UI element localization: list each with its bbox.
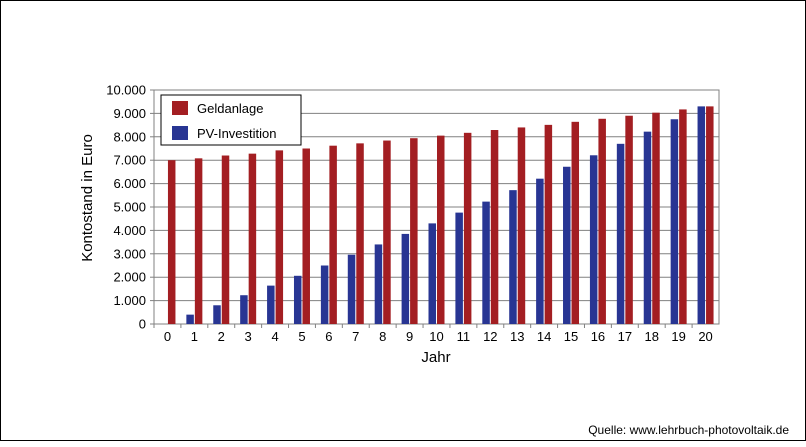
x-tick-label: 18 (645, 329, 659, 344)
bar-pv-investition (374, 244, 383, 324)
bar-geldanlage (248, 153, 257, 324)
bar-geldanlage (356, 143, 364, 324)
x-tick-label: 11 (457, 329, 471, 344)
x-tick-label: 4 (271, 329, 278, 344)
y-axis-ticks: 0 1.000 2.000 3.000 4.000 5.000 6.000 7.000 8.00… (106, 83, 154, 332)
bar-geldanlage (410, 138, 418, 324)
x-tick-label: 16 (591, 329, 605, 344)
x-tick-label: 8 (379, 329, 386, 344)
bar-pv-investition (320, 265, 329, 324)
x-tick-label: 2 (218, 329, 225, 344)
y-tick-label: 10.000 (106, 83, 146, 98)
bar-geldanlage (598, 118, 606, 324)
bar-geldanlage (706, 106, 714, 324)
bar-geldanlage (544, 124, 553, 324)
bar-geldanlage (490, 130, 499, 324)
bar-geldanlage (329, 145, 337, 324)
y-tick-label: 2.000 (113, 270, 146, 285)
legend-swatch-pv-investition (172, 126, 188, 140)
bar-pv-investition (401, 233, 410, 324)
x-tick-label: 5 (298, 329, 305, 344)
bar-geldanlage (625, 115, 633, 325)
x-tick-label: 20 (698, 329, 712, 344)
bar-pv-investition (509, 190, 517, 324)
x-tick-label: 14 (537, 329, 551, 344)
bar-pv-investition (293, 275, 302, 324)
bar-pv-investition (347, 254, 356, 324)
bar-pv-investition (643, 131, 652, 324)
x-tick-label: 6 (325, 329, 332, 344)
x-tick-label: 9 (406, 329, 413, 344)
bar-geldanlage (652, 112, 660, 324)
x-tick-label: 17 (618, 329, 632, 344)
legend-swatch-geldanlage (172, 101, 188, 115)
x-axis-title: Jahr (421, 349, 450, 366)
x-tick-label: 15 (564, 329, 578, 344)
y-tick-label: 7.000 (113, 153, 146, 168)
bar-pv-investition (186, 314, 194, 324)
bar-pv-investition (428, 223, 436, 324)
y-tick-label: 8.000 (113, 129, 146, 144)
bar-pv-investition (536, 178, 544, 324)
x-tick-label: 12 (483, 329, 497, 344)
x-tick-label: 0 (164, 329, 171, 344)
bar-pv-investition (482, 201, 490, 324)
bar-geldanlage (437, 135, 445, 324)
bar-geldanlage (194, 158, 203, 324)
bar-pv-investition (670, 119, 679, 324)
bar-pv-investition (697, 106, 706, 324)
source-credit: Quelle: www.lehrbuch-photovoltaik.de (588, 423, 789, 437)
y-tick-label: 5.000 (113, 200, 146, 215)
y-tick-label: 9.000 (113, 106, 146, 121)
bar-pv-investition (213, 305, 221, 324)
legend-label-pv-investition: PV-Investition (197, 126, 277, 141)
x-tick-label: 3 (245, 329, 252, 344)
bar-geldanlage (275, 150, 284, 324)
bar-geldanlage (571, 121, 580, 324)
x-tick-label: 1 (191, 329, 198, 344)
bar-geldanlage (517, 127, 526, 324)
bars (167, 106, 714, 325)
bar-pv-investition (240, 295, 248, 324)
x-tick-label: 19 (671, 329, 685, 344)
bar-geldanlage (679, 109, 687, 324)
x-axis-ticks: 0 1 2 3 4 5 6 7 8 9 10 11 12 13 14 15 16 17 18 19 20 (153, 324, 713, 344)
y-axis-title: Kontostand in Euro (79, 134, 96, 262)
bar-geldanlage (463, 132, 472, 324)
bar-pv-investition (616, 143, 625, 324)
legend: Geldanlage PV-Investition (160, 94, 302, 146)
bar-geldanlage (221, 155, 230, 324)
y-tick-label: 6.000 (113, 176, 146, 191)
bar-geldanlage (302, 148, 310, 324)
bar-pv-investition (267, 285, 275, 324)
legend-label-geldanlage: Geldanlage (197, 101, 264, 116)
y-tick-label: 0 (139, 317, 146, 332)
x-tick-label: 7 (352, 329, 359, 344)
y-tick-label: 4.000 (113, 223, 146, 238)
bar-geldanlage (167, 160, 176, 324)
bar-pv-investition (455, 212, 463, 324)
x-tick-label: 13 (510, 329, 524, 344)
bar-pv-investition (563, 166, 571, 324)
bar-pv-investition (589, 155, 598, 324)
y-tick-label: 1.000 (113, 293, 146, 308)
bar-geldanlage (383, 140, 391, 324)
y-tick-label: 3.000 (113, 246, 146, 261)
x-tick-label: 10 (429, 329, 443, 344)
